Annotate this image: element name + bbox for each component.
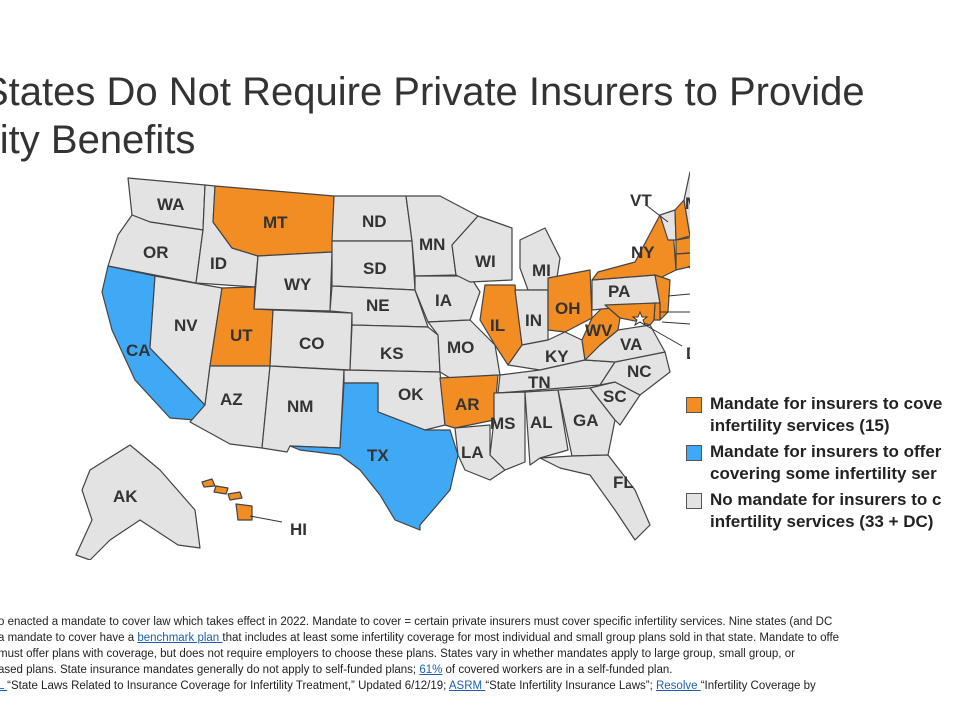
state-NH[interactable] (674, 199, 690, 241)
title-line-2: ility Benefits (0, 118, 196, 162)
legend-item-mandate-cover: Mandate for insurers to cove infertility… (686, 393, 960, 437)
label-MT: MT (263, 213, 288, 232)
label-CA: CA (126, 341, 151, 360)
source-text: “Infertility Coverage by (700, 680, 816, 692)
label-WI: WI (475, 252, 496, 271)
label-WA: WA (157, 195, 184, 214)
label-WV: WV (585, 321, 613, 340)
footnote-text: that includes at least some infertility … (222, 632, 840, 644)
source-link-asrm[interactable]: ASRM (448, 680, 486, 692)
label-MI: MI (532, 261, 551, 280)
self-funded-share-link[interactable]: 61% (419, 664, 443, 676)
state-labels: WA OR CA ID NV MT WY UT AZ CO NM ND SD N… (113, 191, 690, 539)
legend-item-mandate-offer: Mandate for insurers to offer covering s… (686, 441, 960, 485)
state-AL[interactable] (524, 389, 569, 466)
source-text: “State Infertility Insurance Laws”; (485, 680, 656, 692)
footnote: o enacted a mandate to cover law which t… (0, 614, 960, 694)
state-WV[interactable] (581, 304, 621, 361)
state-OH[interactable] (547, 269, 593, 333)
label-ID: ID (210, 254, 227, 273)
label-AR: AR (455, 395, 480, 414)
legend: Mandate for insurers to cove infertility… (686, 393, 960, 537)
label-VA: VA (620, 335, 642, 354)
us-map: WA OR CA ID NV MT WY UT AZ CO NM ND SD N… (75, 171, 690, 560)
label-PA: PA (608, 282, 630, 301)
legend-swatch-no-mandate (686, 493, 702, 509)
state-TX[interactable] (289, 382, 459, 531)
label-CO: CO (299, 334, 325, 353)
footnote-line-3: must offer plans with coverage, but does… (0, 648, 795, 660)
label-OR: OR (143, 243, 169, 262)
legend-label-no-mandate: No mandate for insurers to c infertility… (710, 490, 942, 531)
state-WI[interactable] (451, 215, 513, 283)
label-FL: FL (613, 473, 634, 492)
label-DC: DC (686, 344, 690, 363)
label-SD: SD (363, 259, 387, 278)
label-MS: MS (490, 414, 516, 433)
title-line-1: States Do Not Require Private Insurers t… (0, 70, 865, 114)
label-WY: WY (284, 275, 312, 294)
label-MN: MN (419, 235, 445, 254)
label-TN: TN (528, 373, 551, 392)
footnote-line-4: ased plans. State insurance mandates gen… (0, 662, 960, 678)
footnote-text: of covered workers are in a self-funded … (442, 664, 673, 676)
label-AL: AL (530, 413, 553, 432)
label-NV: NV (174, 316, 198, 335)
benchmark-plan-link[interactable]: benchmark plan (137, 632, 223, 644)
state-HI[interactable] (201, 478, 253, 521)
label-HI: HI (290, 520, 307, 539)
state-MA[interactable] (675, 236, 690, 255)
label-IA: IA (435, 291, 452, 310)
footnote-sources: L “State Laws Related to Insurance Cover… (0, 678, 960, 694)
state-GA[interactable] (557, 387, 616, 457)
state-CT[interactable] (675, 252, 690, 271)
footnote-text: a mandate to cover have a (0, 632, 138, 644)
legend-item-no-mandate: No mandate for insurers to c infertility… (686, 489, 960, 533)
label-SC: SC (603, 387, 627, 406)
state-FL[interactable] (539, 454, 651, 541)
label-IL: IL (490, 316, 505, 335)
label-AZ: AZ (220, 390, 243, 409)
label-KY: KY (545, 347, 569, 366)
label-GA: GA (573, 411, 599, 430)
label-VT: VT (630, 191, 652, 210)
label-AK: AK (113, 487, 138, 506)
state-AK[interactable] (75, 444, 201, 560)
page-title: States Do Not Require Private Insurers t… (0, 68, 960, 164)
legend-label-mandate-offer: Mandate for insurers to offer covering s… (710, 442, 942, 483)
label-NY: NY (631, 243, 655, 262)
label-ME: ME (685, 194, 690, 213)
source-link-resolve[interactable]: Resolve (655, 680, 701, 692)
source-text: “State Laws Related to Insurance Coverag… (7, 680, 449, 692)
state-AR[interactable] (439, 374, 499, 429)
source-link-ncsl[interactable]: L (0, 680, 4, 692)
dc-star-icon (631, 310, 649, 327)
state-LA[interactable] (454, 424, 506, 481)
label-KS: KS (380, 344, 404, 363)
legend-swatch-mandate-cover (686, 397, 702, 413)
state-ME[interactable] (683, 171, 690, 237)
label-IN: IN (525, 311, 542, 330)
label-UT: UT (230, 326, 253, 345)
label-LA: LA (461, 443, 484, 462)
legend-label-mandate-cover: Mandate for insurers to cove infertility… (710, 394, 943, 435)
footnote-line-2: a mandate to cover have a benchmark plan… (0, 630, 960, 646)
footnote-text: ased plans. State insurance mandates gen… (0, 664, 420, 676)
state-NJ[interactable] (654, 274, 671, 321)
label-TX: TX (367, 446, 389, 465)
label-ND: ND (362, 212, 387, 231)
leader-lines (249, 204, 690, 523)
label-OK: OK (398, 385, 424, 404)
label-NM: NM (287, 397, 313, 416)
footnote-line-1: o enacted a mandate to cover law which t… (0, 616, 833, 628)
legend-swatch-mandate-offer (686, 445, 702, 461)
label-OH: OH (555, 299, 581, 318)
label-NC: NC (627, 362, 652, 381)
label-NE: NE (366, 296, 390, 315)
label-MO: MO (447, 338, 474, 357)
